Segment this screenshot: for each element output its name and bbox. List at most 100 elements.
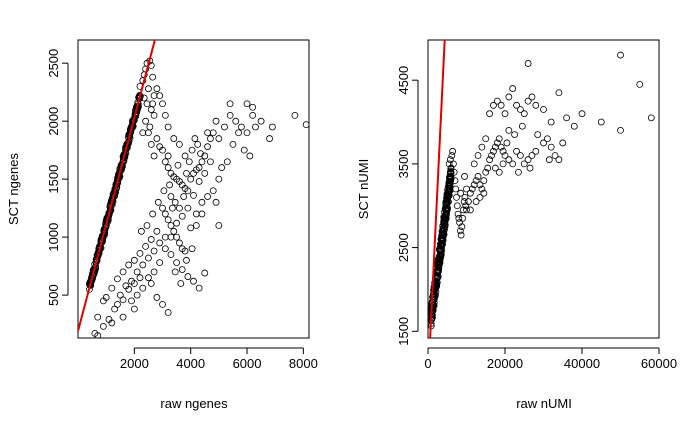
data-point xyxy=(99,297,107,305)
data-point xyxy=(215,222,223,229)
data-point xyxy=(617,51,624,59)
data-point xyxy=(493,139,501,147)
data-point xyxy=(143,100,151,108)
data-point xyxy=(161,210,169,218)
y-tick-label: 4500 xyxy=(396,66,411,95)
data-point xyxy=(215,135,223,142)
x-tick-label: 4000 xyxy=(176,356,205,371)
data-point xyxy=(486,156,494,164)
data-point xyxy=(447,168,455,176)
data-point xyxy=(478,143,486,151)
data-point xyxy=(257,117,265,125)
data-point xyxy=(461,193,469,201)
data-point xyxy=(167,233,175,241)
data-point xyxy=(133,291,141,299)
data-point xyxy=(240,146,248,154)
y-tick-label: 500 xyxy=(46,284,61,306)
data-point xyxy=(437,251,445,258)
data-point xyxy=(119,268,127,276)
data-point xyxy=(137,227,145,235)
data-point xyxy=(176,239,183,247)
data-point xyxy=(145,85,152,93)
axis-ticks-left: 2000 4000 6000 8000 500 1000 1500 2000 2500 xyxy=(46,49,318,371)
data-point xyxy=(139,129,147,137)
data-point xyxy=(551,152,559,159)
data-point xyxy=(447,175,455,182)
data-point xyxy=(161,245,169,253)
data-point xyxy=(517,106,524,113)
data-point xyxy=(513,101,520,109)
data-point xyxy=(540,139,547,147)
data-point xyxy=(139,284,147,292)
y-tick-label: 3500 xyxy=(396,149,411,178)
data-point xyxy=(160,187,168,195)
data-point xyxy=(159,146,166,154)
data-point xyxy=(201,169,209,177)
data-point xyxy=(493,97,501,105)
data-point xyxy=(170,227,178,235)
y-tick-label: 2000 xyxy=(46,107,61,136)
data-point xyxy=(647,114,655,122)
data-point xyxy=(187,175,195,183)
data-point xyxy=(161,233,169,241)
data-point xyxy=(176,140,183,148)
data-point xyxy=(133,268,141,276)
data-point xyxy=(463,206,470,214)
data-point xyxy=(147,106,155,113)
data-point xyxy=(195,284,203,292)
data-point xyxy=(150,247,158,255)
data-point xyxy=(142,242,150,250)
x-axis-label-left: raw ngenes xyxy=(160,396,228,411)
data-point xyxy=(223,158,231,166)
data-point xyxy=(187,224,195,232)
data-point xyxy=(130,280,138,287)
data-point xyxy=(457,189,465,197)
data-point xyxy=(215,175,223,183)
data-point xyxy=(570,122,578,130)
data-point xyxy=(150,111,158,119)
data-point xyxy=(443,205,451,213)
data-point xyxy=(125,261,133,269)
data-point xyxy=(429,306,437,314)
data-point xyxy=(94,313,102,321)
data-point xyxy=(452,185,460,193)
data-point xyxy=(470,160,478,168)
data-point xyxy=(482,135,490,143)
data-point xyxy=(459,214,467,222)
data-point xyxy=(212,117,220,125)
data-point xyxy=(153,135,161,142)
data-point xyxy=(540,106,547,113)
data-point xyxy=(456,227,464,235)
data-point xyxy=(173,259,180,267)
data-point xyxy=(150,92,158,100)
data-point xyxy=(221,123,228,131)
data-point xyxy=(142,117,150,125)
fit-line xyxy=(78,40,156,332)
x-tick-label: 8000 xyxy=(289,356,318,371)
data-point xyxy=(237,123,245,131)
data-point xyxy=(130,305,138,313)
data-point xyxy=(495,135,503,143)
data-point xyxy=(495,168,503,176)
data-point xyxy=(180,193,188,200)
x-tick-label: 0 xyxy=(424,356,431,371)
data-point xyxy=(159,204,166,212)
data-point xyxy=(164,164,172,171)
data-point xyxy=(513,147,520,155)
data-point xyxy=(497,101,505,109)
data-point xyxy=(249,111,257,119)
data-point xyxy=(147,280,155,287)
data-point xyxy=(94,332,102,338)
data-point xyxy=(532,147,540,155)
data-point xyxy=(197,150,204,158)
data-point xyxy=(444,205,451,213)
data-point xyxy=(207,135,214,142)
data-point xyxy=(466,206,474,214)
data-point xyxy=(526,164,534,172)
data-point xyxy=(429,314,436,322)
data-point xyxy=(472,177,480,185)
data-point xyxy=(482,168,490,176)
data-point xyxy=(528,152,536,159)
data-point xyxy=(195,164,203,171)
